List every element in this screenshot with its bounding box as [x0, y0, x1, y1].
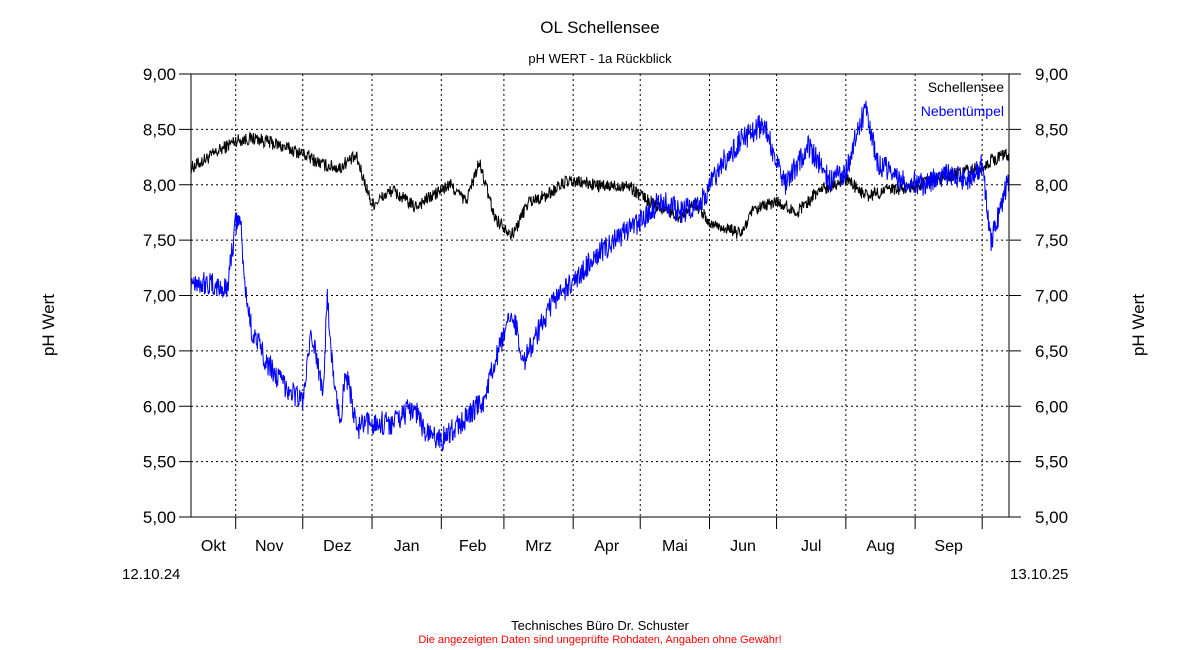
legend-item-schellensee: Schellensee [928, 79, 1004, 95]
y-tick-label-right: 5,50 [1035, 453, 1068, 472]
x-tick-label: Nov [255, 538, 283, 555]
series-layer [190, 100, 1010, 453]
y-tick-label-right: 5,00 [1035, 508, 1068, 527]
x-tick-label: Jun [730, 538, 756, 555]
y-tick-label-right: 8,00 [1035, 176, 1068, 195]
grid-lines [191, 73, 1009, 517]
y-tick-label-right: 9,00 [1035, 65, 1068, 84]
series-line-nebentuempel [190, 100, 1010, 453]
y-tick-label-left: 7,00 [143, 287, 176, 306]
y-tick-label-right: 6,00 [1035, 397, 1068, 416]
footer-company: Technisches Büro Dr. Schuster [511, 618, 689, 633]
chart-title: OL Schellensee [540, 18, 660, 37]
x-tick-label: Feb [459, 538, 487, 555]
axis-ticks: Okt Nov Dez Jan Feb Mrz Apr Mai Jun Jul Aug Sep 5,00… [143, 65, 1068, 555]
y-tick-label-right: 7,00 [1035, 287, 1068, 306]
y-tick-label-left: 9,00 [143, 65, 176, 84]
y-tick-label-right: 6,50 [1035, 342, 1068, 361]
x-tick-label: Mrz [525, 538, 552, 555]
x-tick-label: Jan [394, 538, 420, 555]
y-tick-label-left: 6,00 [143, 397, 176, 416]
y-tick-label-left: 5,50 [143, 453, 176, 472]
series-line-schellensee [190, 132, 1010, 241]
x-tick-label: Mai [662, 538, 688, 555]
y-axis-label-right: pH Wert [1129, 293, 1148, 357]
y-tick-label-right: 7,50 [1035, 231, 1068, 250]
x-tick-label: Aug [866, 538, 894, 555]
footer-disclaimer: Die angezeigten Daten sind ungeprüfte Ro… [418, 634, 782, 646]
y-tick-label-left: 8,00 [143, 176, 176, 195]
x-tick-label: Okt [201, 538, 226, 555]
chart-subtitle: pH WERT - 1a Rückblick [528, 51, 672, 66]
y-axis-label-left: pH Wert [39, 293, 58, 357]
x-tick-label: Sep [934, 538, 963, 555]
date-range-start: 12.10.24 [122, 566, 181, 583]
date-range-end: 13.10.25 [1010, 566, 1069, 583]
y-tick-label-left: 6,50 [143, 342, 176, 361]
x-tick-label: Jul [801, 538, 821, 555]
y-tick-label-left: 5,00 [143, 508, 176, 527]
legend: Schellensee Nebentümpel [921, 79, 1004, 119]
y-tick-label-left: 8,50 [143, 120, 176, 139]
y-tick-label-right: 8,50 [1035, 120, 1068, 139]
x-tick-label: Apr [594, 538, 620, 555]
y-tick-label-left: 7,50 [143, 231, 176, 250]
legend-item-nebentuempel: Nebentümpel [921, 103, 1004, 119]
x-tick-label: Dez [323, 538, 351, 555]
